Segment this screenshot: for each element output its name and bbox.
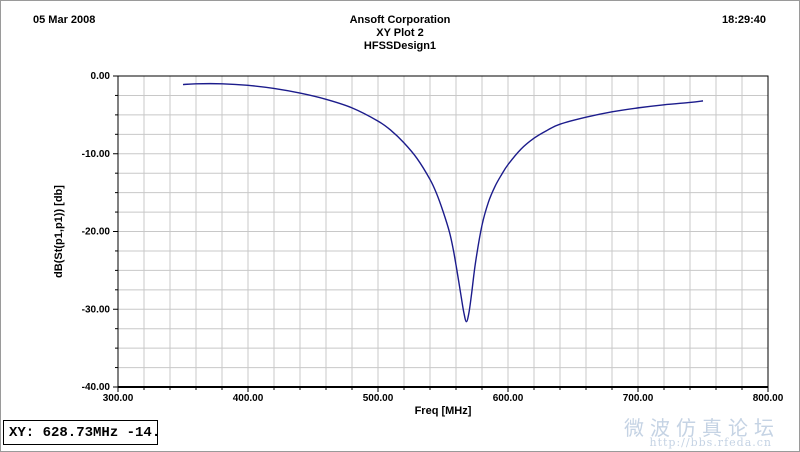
x-tick-label: 600.00 xyxy=(493,393,524,404)
y-tick-label: -30.00 xyxy=(82,304,111,315)
x-tick-label: 400.00 xyxy=(233,393,264,404)
plot-date: 05 Mar 2008 xyxy=(33,14,96,26)
plot-time: 18:29:40 xyxy=(721,14,766,26)
forum-watermark: 微波仿真论坛 http://bbs.rfeda.cn xyxy=(580,410,780,452)
x-tick-label: 500.00 xyxy=(363,393,394,404)
series-line-s11 xyxy=(182,82,704,323)
marker-readout: XY: 628.73MHz -14.27 xyxy=(3,420,158,445)
x-tick-label: 800.00 xyxy=(753,393,784,404)
y-tick-label: -20.00 xyxy=(82,227,111,238)
watermark-url: http://bbs.rfeda.cn xyxy=(649,436,772,449)
axis-ticks xyxy=(113,75,769,392)
x-axis-label: Freq [MHz] xyxy=(415,405,472,417)
plot-grid xyxy=(117,75,769,388)
y-tick-label: -40.00 xyxy=(82,382,111,393)
tick-labels: 300.00 400.00 500.00 600.00 700.00 800.00 0.00… xyxy=(82,71,784,404)
watermark-text: 微波仿真论坛 xyxy=(624,416,780,440)
plot-title-block: Ansoft Corporation XY Plot 2 HFSSDesign1 xyxy=(0,14,800,53)
x-tick-label: 300.00 xyxy=(103,393,134,404)
x-tick-label: 700.00 xyxy=(623,393,654,404)
y-tick-label: 0.00 xyxy=(91,71,111,82)
company-name: Ansoft Corporation xyxy=(349,14,451,26)
plot-name: XY Plot 2 xyxy=(376,27,424,39)
design-name: HFSSDesign1 xyxy=(363,40,437,52)
y-axis-label: dB(St(p1,p1)) [db] xyxy=(53,185,65,278)
y-tick-label: -10.00 xyxy=(82,149,111,160)
